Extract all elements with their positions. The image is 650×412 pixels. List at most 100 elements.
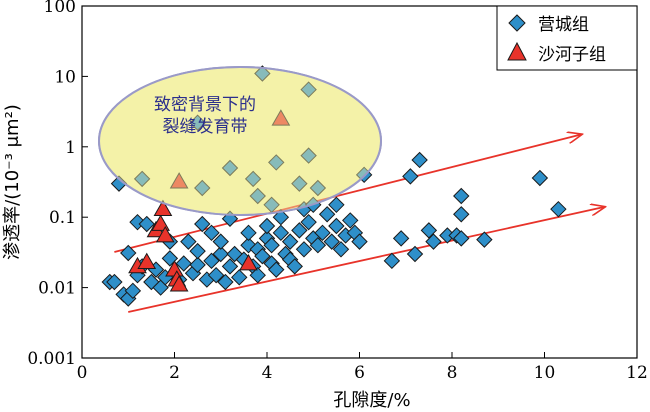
data-point-yingcheng [161, 250, 179, 267]
data-point-yingcheng [254, 65, 271, 82]
data-point-yingcheng [129, 213, 146, 231]
legend-label-yingcheng: 营城组 [538, 15, 589, 35]
data-point-yingcheng [189, 114, 206, 131]
y-axis-title: 渗透率/(10⁻³ μm²) [2, 104, 23, 260]
data-point-yingcheng [309, 179, 327, 197]
data-point-yingcheng [453, 230, 470, 247]
data-point-yingcheng [221, 210, 239, 227]
data-point-yingcheng [175, 255, 192, 272]
data-point-yingcheng [194, 215, 211, 233]
data-point-yingcheng [268, 261, 285, 278]
data-point-yingcheng [309, 237, 327, 254]
data-point-yingcheng [328, 217, 345, 235]
data-point-yingcheng [476, 231, 493, 248]
trend-arrows [114, 134, 604, 313]
data-point-yingcheng [189, 242, 206, 260]
data-point-yingcheng [263, 237, 280, 254]
legend-diamond-marker [508, 14, 526, 32]
data-point-yingcheng [272, 208, 290, 226]
data-point-yingcheng [281, 233, 299, 250]
legend: 营城组 沙河子组 [496, 5, 638, 71]
data-point-yingcheng [194, 179, 211, 197]
data-point-yingcheng [240, 224, 257, 242]
annotation-line-1: 致密背景下的 [154, 95, 256, 115]
fracture-zone-ellipse-overlay [98, 66, 382, 216]
trend-arrow-1 [114, 134, 581, 253]
y-tick-label: 10 [54, 67, 76, 87]
data-point-yingcheng [221, 258, 239, 275]
data-point-yingcheng [300, 213, 317, 231]
data-point-yingcheng [291, 175, 308, 192]
data-point-yingcheng [272, 224, 290, 242]
data-point-yingcheng [411, 151, 428, 169]
y-tick-label: 0.001 [27, 349, 76, 369]
x-axis-title: 孔隙度/% [333, 390, 410, 411]
x-tick-label: 12 [626, 363, 648, 383]
data-point-yingcheng [291, 222, 308, 239]
data-point-yingcheng [244, 170, 262, 188]
data-point-yingcheng [249, 266, 266, 284]
annotation-line-2: 裂缝发育带 [163, 117, 248, 137]
x-tick-label: 2 [169, 363, 180, 383]
y-tick-label: 0.01 [38, 279, 76, 299]
data-point-yingcheng [314, 224, 331, 242]
data-point-yingcheng [286, 258, 303, 275]
data-point-yingcheng [295, 241, 313, 258]
data-point-yingcheng [226, 245, 243, 263]
x-tick-label: 10 [534, 363, 556, 383]
data-point-yingcheng [531, 169, 549, 187]
data-point-yingcheng [189, 256, 206, 274]
data-point-yingcheng [221, 159, 239, 177]
data-point-yingcheng [203, 224, 220, 242]
data-point-yingcheng [318, 206, 336, 223]
data-point-yingcheng [328, 196, 345, 214]
data-point-yingcheng [550, 200, 567, 218]
legend-label-shahezi: 沙河子组 [538, 45, 606, 65]
data-point-yingcheng [300, 81, 317, 98]
data-point-yingcheng [323, 233, 340, 250]
data-point-shahezi [169, 275, 189, 292]
x-tick-label: 6 [354, 363, 365, 383]
data-point-yingcheng [254, 247, 271, 265]
x-tick-label: 0 [77, 363, 88, 383]
data-point-yingcheng [212, 233, 229, 250]
data-point-yingcheng [217, 273, 234, 291]
data-point-yingcheng [425, 233, 442, 250]
data-point-yingcheng [332, 241, 350, 258]
data-point-yingcheng [203, 252, 220, 270]
data-point-yingcheng [406, 245, 424, 263]
x-tick-label: 8 [447, 363, 458, 383]
data-points [98, 65, 567, 307]
axis-ticks: 0 2 4 6 8 10 12 0.001 0.01 0.1 1 10 100 [27, 0, 647, 383]
data-point-shahezi [169, 172, 189, 189]
data-point-yingcheng [180, 233, 197, 250]
data-point-yingcheng [124, 282, 142, 300]
data-point-shahezi [137, 252, 157, 270]
y-tick-label: 0.1 [49, 208, 76, 228]
data-point-yingcheng [231, 269, 248, 286]
data-point-yingcheng [420, 222, 438, 239]
data-point-yingcheng [110, 175, 128, 192]
data-point-yingcheng [258, 217, 276, 235]
data-point-yingcheng [392, 230, 410, 247]
data-point-yingcheng [106, 273, 123, 291]
data-point-shahezi [271, 109, 291, 126]
x-tick-label: 4 [262, 363, 273, 383]
data-point-shahezi [153, 199, 173, 217]
data-point-yingcheng [249, 187, 266, 205]
legend-triangle-marker [507, 41, 527, 61]
y-tick-label: 100 [44, 0, 76, 17]
data-point-shahezi [155, 225, 175, 243]
data-point-yingcheng [268, 154, 285, 171]
y-tick-label: 1 [65, 138, 76, 158]
data-point-yingcheng [300, 147, 317, 164]
data-point-yingcheng [453, 187, 470, 205]
data-point-yingcheng [143, 273, 160, 291]
data-point-yingcheng [120, 244, 137, 262]
data-point-yingcheng [240, 237, 257, 254]
data-point-yingcheng [383, 252, 401, 270]
data-point-yingcheng [351, 233, 368, 250]
data-point-yingcheng [133, 170, 151, 188]
